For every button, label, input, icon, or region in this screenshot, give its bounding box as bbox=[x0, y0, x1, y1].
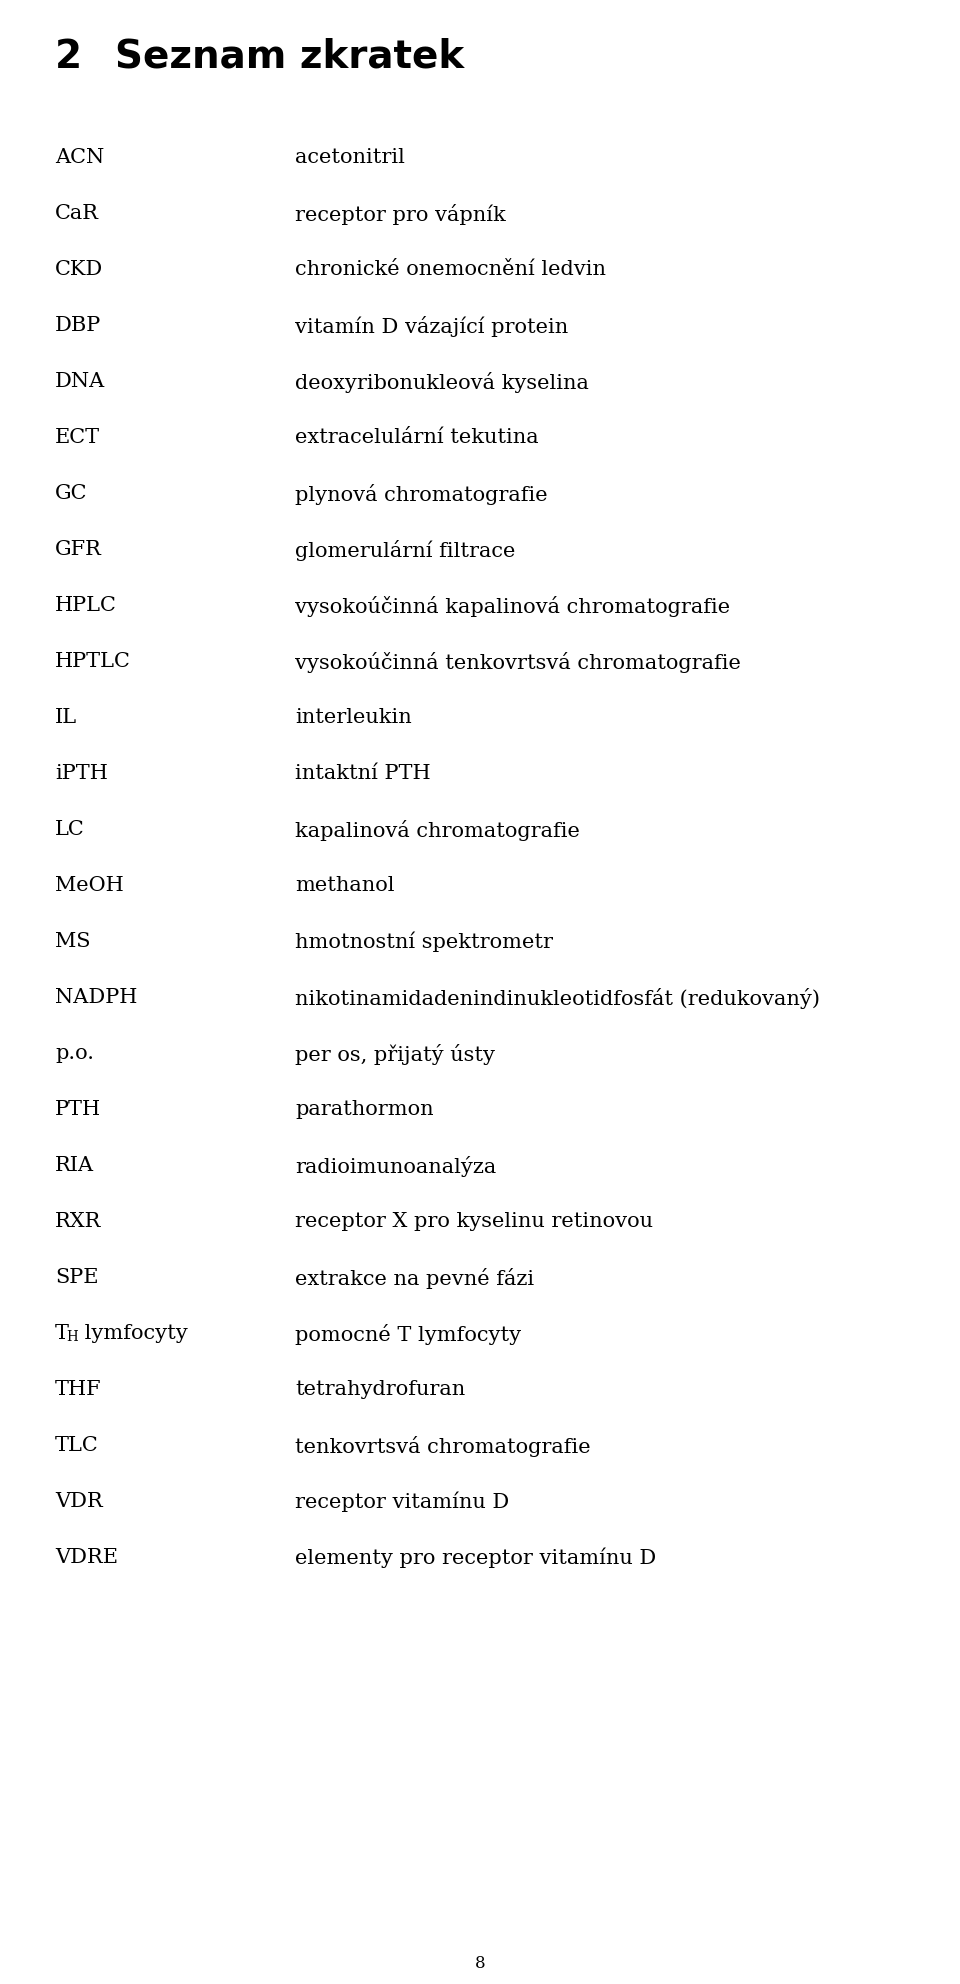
Text: TLC: TLC bbox=[55, 1436, 99, 1454]
Text: iPTH: iPTH bbox=[55, 764, 108, 784]
Text: Seznam zkratek: Seznam zkratek bbox=[115, 38, 464, 75]
Text: CaR: CaR bbox=[55, 204, 99, 222]
Text: tenkovrtsvá chromatografie: tenkovrtsvá chromatografie bbox=[295, 1436, 590, 1456]
Text: extracelulární tekutina: extracelulární tekutina bbox=[295, 429, 539, 446]
Text: T: T bbox=[55, 1323, 69, 1343]
Text: ACN: ACN bbox=[55, 149, 105, 167]
Text: plynová chromatografie: plynová chromatografie bbox=[295, 484, 547, 506]
Text: VDR: VDR bbox=[55, 1492, 103, 1512]
Text: NADPH: NADPH bbox=[55, 988, 137, 1008]
Text: GC: GC bbox=[55, 484, 87, 504]
Text: THF: THF bbox=[55, 1381, 102, 1399]
Text: kapalinová chromatografie: kapalinová chromatografie bbox=[295, 819, 580, 841]
Text: acetonitril: acetonitril bbox=[295, 149, 405, 167]
Text: methanol: methanol bbox=[295, 877, 395, 895]
Text: chronické onemocnění ledvin: chronické onemocnění ledvin bbox=[295, 260, 606, 280]
Text: GFR: GFR bbox=[55, 540, 102, 559]
Text: extrakce na pevné fázi: extrakce na pevné fázi bbox=[295, 1268, 534, 1290]
Text: glomerulární filtrace: glomerulární filtrace bbox=[295, 540, 516, 561]
Text: vysokoúčinná kapalinová chromatografie: vysokoúčinná kapalinová chromatografie bbox=[295, 595, 731, 617]
Text: HPLC: HPLC bbox=[55, 595, 117, 615]
Text: HPTLC: HPTLC bbox=[55, 653, 131, 671]
Text: 2: 2 bbox=[55, 38, 83, 75]
Text: nikotinamidadenindinukleotidfosfát (redukovaný): nikotinamidadenindinukleotidfosfát (redu… bbox=[295, 988, 820, 1010]
Text: RIA: RIA bbox=[55, 1157, 94, 1175]
Text: RXR: RXR bbox=[55, 1212, 102, 1230]
Text: per os, přijatý ústy: per os, přijatý ústy bbox=[295, 1044, 495, 1065]
Text: receptor pro vápník: receptor pro vápník bbox=[295, 204, 506, 224]
Text: receptor X pro kyselinu retinovou: receptor X pro kyselinu retinovou bbox=[295, 1212, 653, 1230]
Text: vysokoúčinná tenkovrtsvá chromatografie: vysokoúčinná tenkovrtsvá chromatografie bbox=[295, 653, 741, 673]
Text: DNA: DNA bbox=[55, 373, 106, 391]
Text: tetrahydrofuran: tetrahydrofuran bbox=[295, 1381, 466, 1399]
Text: DBP: DBP bbox=[55, 315, 101, 335]
Text: VDRE: VDRE bbox=[55, 1548, 118, 1567]
Text: 8: 8 bbox=[474, 1954, 486, 1972]
Text: H: H bbox=[66, 1329, 78, 1343]
Text: MeOH: MeOH bbox=[55, 877, 124, 895]
Text: p.o.: p.o. bbox=[55, 1044, 94, 1063]
Text: elementy pro receptor vitamínu D: elementy pro receptor vitamínu D bbox=[295, 1548, 657, 1569]
Text: lymfocyty: lymfocyty bbox=[78, 1323, 188, 1343]
Text: parathormon: parathormon bbox=[295, 1099, 434, 1119]
Text: SPE: SPE bbox=[55, 1268, 99, 1288]
Text: hmotnostní spektrometr: hmotnostní spektrometr bbox=[295, 932, 553, 952]
Text: IL: IL bbox=[55, 708, 77, 726]
Text: pomocné T lymfocyty: pomocné T lymfocyty bbox=[295, 1323, 521, 1345]
Text: intaktní PTH: intaktní PTH bbox=[295, 764, 431, 784]
Text: interleukin: interleukin bbox=[295, 708, 412, 726]
Text: MS: MS bbox=[55, 932, 90, 950]
Text: deoxyribonukleová kyselina: deoxyribonukleová kyselina bbox=[295, 373, 588, 393]
Text: PTH: PTH bbox=[55, 1099, 101, 1119]
Text: vitamín D vázající protein: vitamín D vázající protein bbox=[295, 315, 568, 337]
Text: LC: LC bbox=[55, 819, 84, 839]
Text: ECT: ECT bbox=[55, 429, 100, 446]
Text: radioimunoanalýza: radioimunoanalýza bbox=[295, 1157, 496, 1177]
Text: CKD: CKD bbox=[55, 260, 104, 280]
Text: receptor vitamínu D: receptor vitamínu D bbox=[295, 1492, 509, 1512]
